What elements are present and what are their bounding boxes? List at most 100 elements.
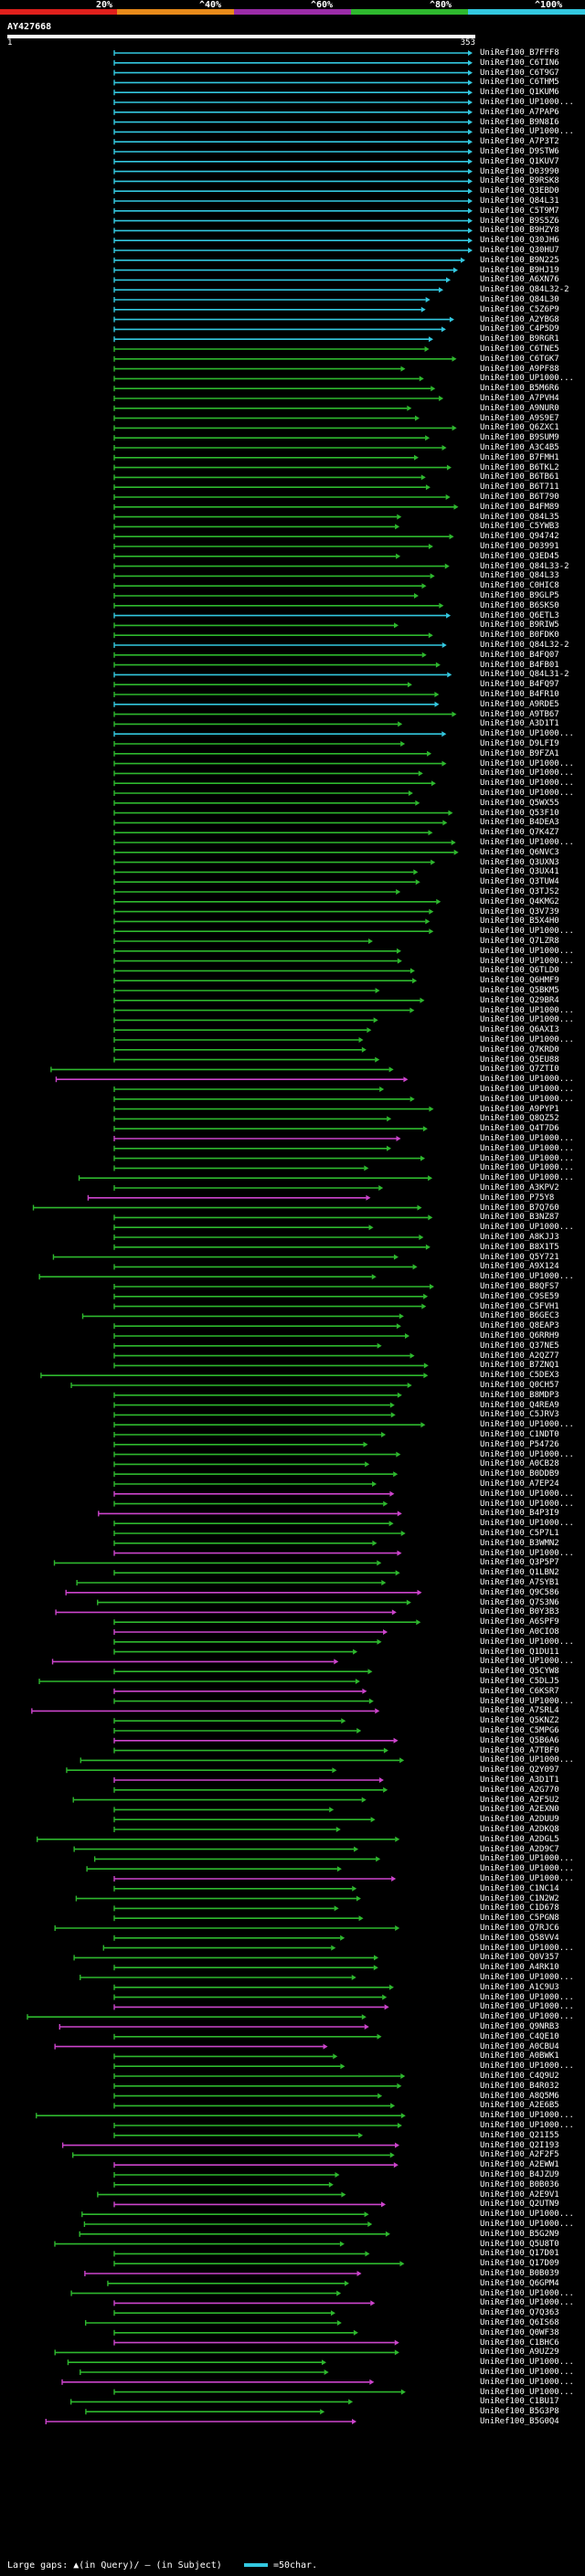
hit-label[interactable]: UniRef100_B8QFS7 <box>480 1282 559 1291</box>
hit-label[interactable]: UniRef100_B9HJ19 <box>480 265 559 275</box>
hit-label[interactable]: UniRef100_C6TNE5 <box>480 345 559 354</box>
hit-label[interactable]: UniRef100_B5G0Q4 <box>480 2417 559 2426</box>
hit-label[interactable]: UniRef100_UP1000... <box>480 2368 574 2377</box>
hit-label[interactable]: UniRef100_UP1000... <box>480 1696 574 1706</box>
hit-label[interactable]: UniRef100_B7Q760 <box>480 1203 559 1213</box>
hit-label[interactable]: UniRef100_Q0CH57 <box>480 1381 559 1390</box>
hit-label[interactable]: UniRef100_B4R032 <box>480 2081 559 2091</box>
hit-label[interactable]: UniRef100_UP1000... <box>480 2298 574 2308</box>
hit-label[interactable]: UniRef100_UP1000... <box>480 2387 574 2397</box>
hit-label[interactable]: UniRef100_A9RDE5 <box>480 699 559 709</box>
hit-label[interactable]: UniRef100_B9RGR1 <box>480 334 559 345</box>
hit-label[interactable]: UniRef100_UP1000... <box>480 1874 574 1883</box>
hit-label[interactable]: UniRef100_A7PAP6 <box>480 107 559 117</box>
hit-label[interactable]: UniRef100_UP1000... <box>480 2111 574 2121</box>
hit-label[interactable]: UniRef100_C5JRV3 <box>480 1410 559 1420</box>
hit-label[interactable]: UniRef100_C0HIC8 <box>480 581 559 591</box>
hit-label[interactable]: UniRef100_UP1000... <box>480 1657 574 1667</box>
hit-label[interactable]: UniRef100_Q7Q363 <box>480 2308 559 2318</box>
hit-label[interactable]: UniRef100_B5G2N9 <box>480 2229 559 2239</box>
hit-label[interactable]: UniRef100_B6TB61 <box>480 472 559 482</box>
hit-label[interactable]: UniRef100_Q84L30 <box>480 295 559 304</box>
hit-label[interactable]: UniRef100_A2F5U2 <box>480 1795 559 1805</box>
hit-label[interactable]: UniRef100_UP1000... <box>480 1173 574 1183</box>
hit-label[interactable]: UniRef100_Q7ZTI0 <box>480 1065 559 1075</box>
hit-label[interactable]: UniRef100_Q4T7D6 <box>480 1124 559 1134</box>
hit-label[interactable]: UniRef100_UP1000... <box>480 1854 574 1864</box>
hit-label[interactable]: UniRef100_C5PGN8 <box>480 1913 559 1924</box>
hit-label[interactable]: UniRef100_B7FMH1 <box>480 452 559 462</box>
hit-label[interactable]: UniRef100_UP1000... <box>480 729 574 739</box>
hit-label[interactable]: UniRef100_Q84L33-2 <box>480 561 569 571</box>
hit-label[interactable]: UniRef100_UP1000... <box>480 2012 574 2022</box>
hit-label[interactable]: UniRef100_Q84L33 <box>480 571 559 581</box>
hit-label[interactable]: UniRef100_B4JZU9 <box>480 2170 559 2179</box>
hit-label[interactable]: UniRef100_B6GEC3 <box>480 1311 559 1321</box>
hit-label[interactable]: UniRef100_B0B039 <box>480 2269 559 2278</box>
hit-label[interactable]: UniRef100_UP1000... <box>480 1489 574 1499</box>
hit-label[interactable]: UniRef100_UP1000... <box>480 1548 574 1558</box>
hit-label[interactable]: UniRef100_Q37NE5 <box>480 1341 559 1351</box>
hit-label[interactable]: UniRef100_C1NC14 <box>480 1883 559 1893</box>
hit-label[interactable]: UniRef100_B4FM89 <box>480 502 559 512</box>
hit-label[interactable]: UniRef100_A2DUU9 <box>480 1815 559 1825</box>
hit-label[interactable]: UniRef100_B6SKS0 <box>480 600 559 610</box>
hit-label[interactable]: UniRef100_Q1DU11 <box>480 1647 559 1657</box>
hit-label[interactable]: UniRef100_Q7LZR8 <box>480 937 559 946</box>
hit-label[interactable]: UniRef100_UP1000... <box>480 789 574 798</box>
hit-label[interactable]: UniRef100_C1BHC6 <box>480 2337 559 2348</box>
hit-label[interactable]: UniRef100_C5YWB3 <box>480 522 559 532</box>
hit-label[interactable]: UniRef100_A9S9E7 <box>480 413 559 423</box>
hit-label[interactable]: UniRef100_D9LFI9 <box>480 739 559 748</box>
hit-label[interactable]: UniRef100_A2EWW1 <box>480 2160 559 2170</box>
hit-label[interactable]: UniRef100_A2QZ77 <box>480 1351 559 1361</box>
hit-label[interactable]: UniRef100_UP1000... <box>480 769 574 779</box>
hit-label[interactable]: UniRef100_Q6IS68 <box>480 2318 559 2327</box>
hit-label[interactable]: UniRef100_Q9C586 <box>480 1587 559 1597</box>
hit-label[interactable]: UniRef100_UP1000... <box>480 1943 574 1953</box>
hit-label[interactable]: UniRef100_C1N2W2 <box>480 1893 559 1903</box>
hit-label[interactable]: UniRef100_B0Y3B3 <box>480 1607 559 1617</box>
hit-label[interactable]: UniRef100_Q84L32-2 <box>480 641 569 650</box>
hit-label[interactable]: UniRef100_Q7K4Z7 <box>480 828 559 838</box>
hit-label[interactable]: UniRef100_Q1KUM6 <box>480 88 559 98</box>
hit-label[interactable]: UniRef100_UP1000... <box>480 1085 574 1094</box>
hit-label[interactable]: UniRef100_UP1000... <box>480 946 574 956</box>
hit-label[interactable]: UniRef100_C5DEX3 <box>480 1371 559 1381</box>
hit-label[interactable]: UniRef100_B8X1T5 <box>480 1242 559 1252</box>
hit-label[interactable]: UniRef100_A7SRL4 <box>480 1706 559 1716</box>
hit-label[interactable]: UniRef100_Q5B6A6 <box>480 1735 559 1745</box>
hit-label[interactable]: UniRef100_B9GLP5 <box>480 591 559 600</box>
hit-label[interactable]: UniRef100_C5DLJ5 <box>480 1677 559 1686</box>
hit-label[interactable]: UniRef100_B4FB01 <box>480 660 559 670</box>
hit-label[interactable]: UniRef100_Q7S3N6 <box>480 1597 559 1607</box>
hit-label[interactable]: UniRef100_A3D1T1 <box>480 1776 559 1785</box>
hit-label[interactable]: UniRef100_Q8EAP3 <box>480 1321 559 1331</box>
hit-label[interactable]: UniRef100_Q7KRD0 <box>480 1044 559 1055</box>
hit-label[interactable]: UniRef100_C6KSR7 <box>480 1686 559 1696</box>
hit-label[interactable]: UniRef100_Q6TLD0 <box>480 966 559 976</box>
hit-label[interactable]: UniRef100_B4FQ07 <box>480 650 559 660</box>
hit-label[interactable]: UniRef100_UP1000... <box>480 2220 574 2229</box>
hit-label[interactable]: UniRef100_B0DDB9 <box>480 1469 559 1479</box>
hit-label[interactable]: UniRef100_Q5WX55 <box>480 798 559 808</box>
hit-label[interactable]: UniRef100_A2E6B5 <box>480 2101 559 2111</box>
hit-label[interactable]: UniRef100_A8Q5M6 <box>480 2091 559 2101</box>
hit-label[interactable]: UniRef100_Q1KUV7 <box>480 156 559 166</box>
hit-label[interactable]: UniRef100_C6THM5 <box>480 78 559 88</box>
hit-label[interactable]: UniRef100_Q4KMG2 <box>480 896 559 906</box>
hit-label[interactable]: UniRef100_UP1000... <box>480 2358 574 2368</box>
hit-label[interactable]: UniRef100_C1NDT0 <box>480 1430 559 1439</box>
hit-label[interactable]: UniRef100_B9N225 <box>480 255 559 265</box>
hit-label[interactable]: UniRef100_Q17D01 <box>480 2249 559 2259</box>
hit-label[interactable]: UniRef100_Q3V739 <box>480 906 559 917</box>
hit-label[interactable]: UniRef100_B6TKL2 <box>480 462 559 472</box>
hit-label[interactable]: UniRef100_A2DGL5 <box>480 1834 559 1844</box>
hit-label[interactable]: UniRef100_A7P3T2 <box>480 137 559 147</box>
hit-label[interactable]: UniRef100_Q6ETL3 <box>480 610 559 620</box>
hit-label[interactable]: UniRef100_UP1000... <box>480 927 574 937</box>
hit-label[interactable]: UniRef100_Q0V357 <box>480 1953 559 1963</box>
hit-label[interactable]: UniRef100_A9X124 <box>480 1262 559 1272</box>
hit-label[interactable]: UniRef100_Q6HMF9 <box>480 976 559 986</box>
hit-label[interactable]: UniRef100_UP1000... <box>480 98 574 107</box>
